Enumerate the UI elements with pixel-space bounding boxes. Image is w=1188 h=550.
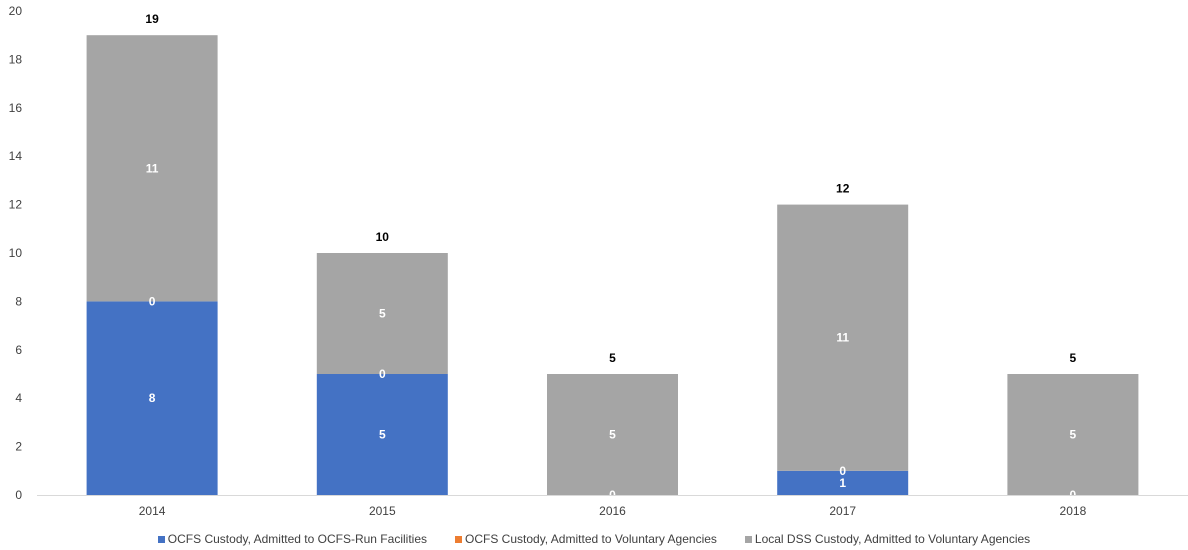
segment-data-label: 1 xyxy=(839,476,846,490)
total-data-label: 5 xyxy=(1070,351,1077,365)
legend: OCFS Custody, Admitted to OCFS-Run Facil… xyxy=(0,530,1188,548)
y-tick-label: 2 xyxy=(15,440,22,454)
legend-swatch xyxy=(455,535,462,543)
segment-data-label: 11 xyxy=(146,161,159,175)
bar-segment xyxy=(777,470,909,495)
x-category-label: 2014 xyxy=(139,504,166,518)
x-category-label: 2015 xyxy=(369,504,396,518)
segment-data-label: 0 xyxy=(839,464,846,478)
y-tick-label: 6 xyxy=(15,343,22,357)
segment-data-label: 11 xyxy=(836,331,849,345)
bar-segment xyxy=(86,301,218,495)
x-category-label: 2016 xyxy=(599,504,626,518)
y-tick-label: 8 xyxy=(15,294,22,308)
total-data-label: 19 xyxy=(145,12,159,26)
legend-swatch xyxy=(157,535,165,543)
total-data-label: 12 xyxy=(836,182,850,196)
x-category-label: 2018 xyxy=(1060,504,1087,518)
y-tick-label: 16 xyxy=(9,101,23,115)
legend-label: Local DSS Custody, Admitted to Voluntary… xyxy=(754,532,1031,546)
bar-segment xyxy=(547,374,678,495)
segment-data-label: 5 xyxy=(1070,428,1077,442)
x-category-label: 2017 xyxy=(829,504,856,518)
y-tick-label: 18 xyxy=(9,52,23,66)
bar-segment xyxy=(316,374,448,495)
segment-data-label: 0 xyxy=(149,294,156,308)
legend-item: OCFS Custody, Admitted to Voluntary Agen… xyxy=(455,532,717,546)
legend-label: OCFS Custody, Admitted to Voluntary Agen… xyxy=(465,532,717,546)
y-tick-label: 14 xyxy=(9,149,23,163)
y-tick-label: 20 xyxy=(9,4,23,18)
total-data-label: 5 xyxy=(609,351,616,365)
legend-item: Local DSS Custody, Admitted to Voluntary… xyxy=(744,532,1031,546)
bar-segment xyxy=(777,204,909,471)
y-tick-label: 10 xyxy=(9,246,23,260)
bar-segment xyxy=(1007,374,1139,495)
legend-item: OCFS Custody, Admitted to OCFS-Run Facil… xyxy=(157,532,427,546)
bar-segment xyxy=(86,35,218,302)
segment-data-label: 5 xyxy=(609,428,616,442)
segment-data-label: 8 xyxy=(149,391,156,405)
total-data-label: 10 xyxy=(376,230,390,244)
y-tick-label: 4 xyxy=(15,391,22,405)
segment-data-label: 0 xyxy=(379,367,386,381)
legend-label: OCFS Custody, Admitted to OCFS-Run Facil… xyxy=(167,532,427,546)
bar-segment xyxy=(316,253,448,374)
y-tick-label: 0 xyxy=(15,488,22,502)
segment-data-label: 5 xyxy=(379,428,386,442)
legend-swatch xyxy=(744,535,752,543)
y-tick-label: 12 xyxy=(9,198,23,212)
segment-data-label: 5 xyxy=(379,307,386,321)
